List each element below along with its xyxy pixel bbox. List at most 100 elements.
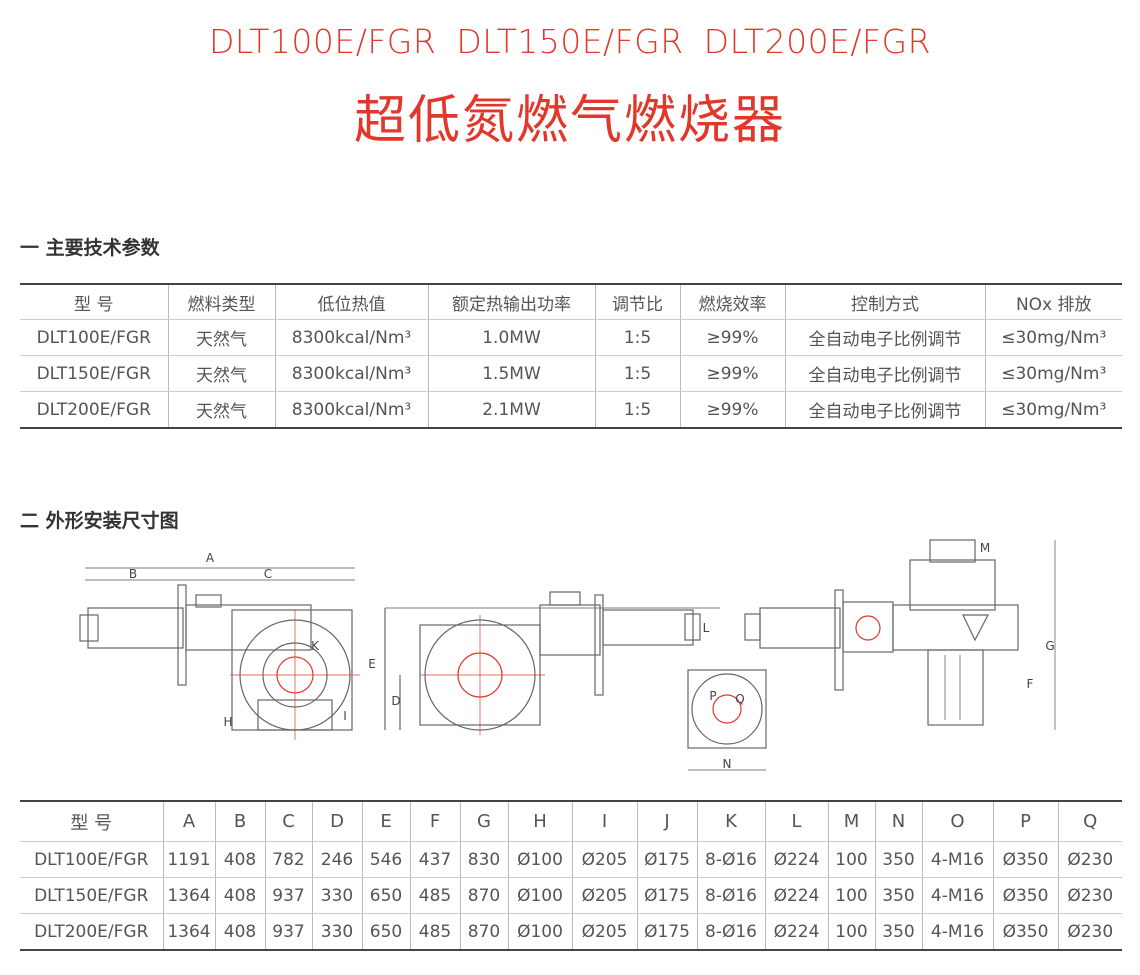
table-cell: 8-Ø16 [696, 877, 765, 914]
table-cell: DLT100E/FGR [20, 319, 168, 356]
table-cell: Ø175 [636, 913, 697, 951]
table-cell: 全自动电子比例调节 [784, 391, 985, 429]
dimension-table: 型 号 A B C D E F G H I J K L M N O P Q DLT100E/FGR 1191 408 78… [20, 800, 1122, 951]
table-cell: ≤30mg/Nm³ [984, 391, 1122, 429]
table-cell: Ø230 [1057, 877, 1122, 914]
column-header: F [409, 801, 460, 842]
title: 超低氮燃气燃烧器 [353, 91, 786, 151]
dimension-label: N [723, 757, 732, 771]
table-cell: DLT100E/FGR [20, 841, 163, 878]
dimension-label: G [1045, 639, 1054, 653]
table-cell: 870 [459, 877, 508, 914]
table-cell: 485 [409, 913, 460, 951]
table-cell: 870 [459, 913, 508, 951]
column-header: J [636, 801, 697, 842]
table-cell: Ø100 [507, 913, 572, 951]
table-cell: Ø224 [764, 913, 828, 951]
table-cell: 8300kcal/Nm³ [274, 355, 428, 392]
table-cell: Ø230 [1057, 913, 1122, 951]
dimension-label: D [391, 694, 400, 708]
dimension-label: Q [735, 692, 744, 706]
table-cell: 4-M16 [921, 841, 993, 878]
table-cell: 1191 [162, 841, 215, 878]
table-cell: 8-Ø16 [696, 841, 765, 878]
table-cell: 650 [361, 877, 410, 914]
table-cell: 330 [311, 913, 362, 951]
table-cell: ≥99% [679, 391, 785, 429]
dimension-label: E [368, 657, 376, 671]
column-header: I [571, 801, 637, 842]
column-header: A [162, 801, 215, 842]
table-cell: 1.5MW [427, 355, 595, 392]
section-heading: 一 主要技术参数 [20, 237, 160, 259]
column-header: N [874, 801, 922, 842]
model: DLT100E/FGR [208, 22, 437, 61]
table-cell: 100 [827, 877, 875, 914]
column-header: C [264, 801, 312, 842]
table-cell: Ø100 [507, 877, 572, 914]
column-header: 型 号 [20, 284, 168, 320]
column-header: H [507, 801, 572, 842]
column-header: 控制方式 [784, 284, 985, 320]
dimension-label: L [703, 621, 710, 635]
table-cell: ≥99% [679, 355, 785, 392]
drawing-shapes [79, 539, 1056, 771]
table-cell: 650 [361, 913, 410, 951]
column-header: NOx 排放 [984, 284, 1122, 320]
column-header: P [992, 801, 1058, 842]
table-cell: DLT150E/FGR [20, 877, 163, 914]
dimension-label: P [709, 689, 716, 703]
table-cell: Ø205 [571, 877, 637, 914]
table-cell: 2.1MW [427, 391, 595, 429]
table-cell: 100 [827, 913, 875, 951]
table-cell: 350 [874, 913, 922, 951]
table-cell: DLT200E/FGR [20, 391, 168, 429]
column-header: B [214, 801, 265, 842]
table-cell: 437 [409, 841, 460, 878]
model: DLT150E/FGR [456, 22, 684, 61]
table-cell: 1364 [162, 877, 215, 914]
table-cell: 350 [874, 877, 922, 914]
column-header: E [361, 801, 410, 842]
table-cell: DLT150E/FGR [20, 355, 168, 392]
table-cell: 8300kcal/Nm³ [274, 391, 428, 429]
column-header: 低位热值 [274, 284, 428, 320]
table-cell: ≤30mg/Nm³ [984, 319, 1122, 356]
table-cell: 1364 [162, 913, 215, 951]
table-cell: 408 [214, 913, 265, 951]
table-cell: 246 [311, 841, 362, 878]
table-cell: 1:5 [594, 391, 680, 429]
table-cell: 8-Ø16 [696, 913, 765, 951]
section-heading: 二 外形安装尺寸图 [20, 510, 179, 532]
column-header: L [764, 801, 828, 842]
table-cell: Ø100 [507, 841, 572, 878]
table-cell: 330 [311, 877, 362, 914]
table-cell: Ø205 [571, 841, 637, 878]
table-cell: Ø350 [992, 913, 1058, 951]
table-cell: 1.0MW [427, 319, 595, 356]
table-cell: DLT200E/FGR [20, 913, 163, 951]
table-cell: Ø350 [992, 877, 1058, 914]
table-cell: 546 [361, 841, 410, 878]
model: DLT200E/FGR [703, 22, 932, 61]
table-cell: 全自动电子比例调节 [784, 355, 985, 392]
table-cell: 350 [874, 841, 922, 878]
table-row: DLT100E/FGR 1191 408 782 246 546 437 830 Ø100 Ø20… [20, 841, 1122, 878]
dimension-label: I [343, 709, 347, 723]
column-header: 燃烧效率 [679, 284, 785, 320]
dimension-label: B [129, 567, 137, 581]
table-cell: 4-M16 [921, 877, 993, 914]
dimension-label: H [223, 715, 232, 729]
column-header: 调节比 [594, 284, 680, 320]
column-header: K [696, 801, 765, 842]
column-header: M [827, 801, 875, 842]
table-row: DLT200E/FGR 1364 408 937 330 650 485 870 Ø100 Ø20… [20, 913, 1122, 951]
table-cell: ≤30mg/Nm³ [984, 355, 1122, 392]
table-cell: 全自动电子比例调节 [784, 319, 985, 356]
column-header: 额定热输出功率 [427, 284, 595, 320]
table-cell: 8300kcal/Nm³ [274, 319, 428, 356]
table-cell: 408 [214, 841, 265, 878]
table-row: DLT150E/FGR 1364 408 937 330 650 485 870 Ø100 Ø20… [20, 877, 1122, 914]
